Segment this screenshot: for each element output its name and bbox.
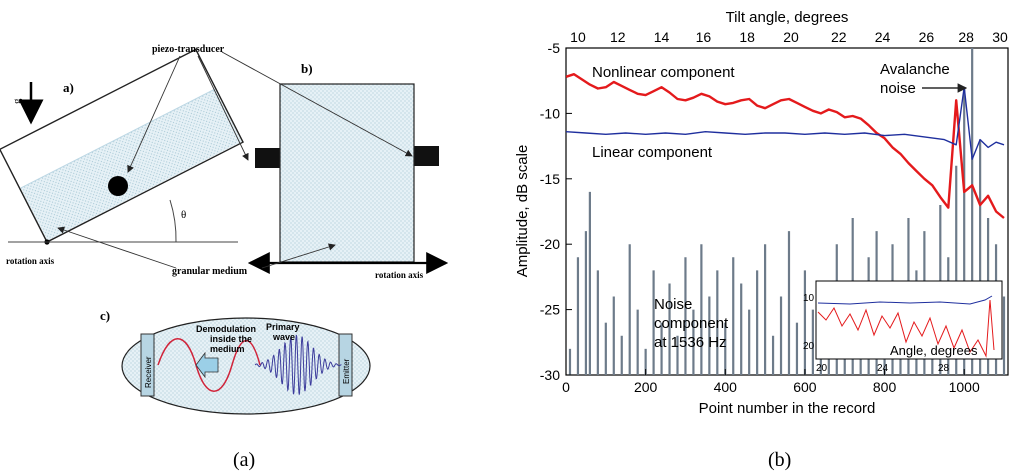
nonlinear-annotation: Nonlinear component <box>592 64 735 81</box>
inset-x-tick-20: 20 <box>816 363 828 374</box>
y-axis: -5 -10 -15 -20 -25 -30 <box>540 40 572 383</box>
demodulation-text-2: inside the <box>210 334 252 344</box>
chart-panel: Tilt angle, degrees 10 12 14 16 18 20 22 24 26 28… <box>514 9 1009 471</box>
granular-arrow-1 <box>57 226 177 269</box>
x-tick-label: 800 <box>873 379 897 395</box>
inset-linear-line <box>817 295 993 305</box>
top-tick-label: 16 <box>696 29 712 45</box>
inset-x-label: Angle, degrees <box>890 343 978 358</box>
nonlinear-series-line <box>566 72 1005 219</box>
top-tick-label: 12 <box>610 29 626 45</box>
rotation-axis-a-label: rotation axis <box>6 256 55 266</box>
y-tick-label: -5 <box>548 40 561 56</box>
caption-a: (a) <box>233 449 255 471</box>
primary-wave <box>254 334 342 395</box>
container-front <box>279 83 415 263</box>
label-a: a) <box>63 80 74 95</box>
receiver-label: Receiver <box>144 356 153 388</box>
top-axis: 10 12 14 16 18 20 22 24 26 28 30 <box>570 29 1008 54</box>
demodulated-wave <box>157 338 261 392</box>
y-tick-label: -30 <box>540 367 560 383</box>
primary-text-1: Primary <box>266 322 300 332</box>
piezo-arrow-2 <box>197 55 249 161</box>
inset-chart: 10 20 20 24 28 Angle, degrees <box>803 280 1003 374</box>
primary-text-2: wave <box>272 332 295 342</box>
demodulation-text-1: Demodulation <box>196 324 256 334</box>
piezo-arrow-3 <box>221 51 413 157</box>
linear-series-line <box>566 86 1005 160</box>
top-tick-label: 20 <box>783 29 799 45</box>
theta-label: θ <box>181 209 186 221</box>
demodulation-arrow <box>195 351 219 379</box>
piezo-right <box>414 146 439 166</box>
noise-annotation-1: Noise <box>654 296 692 313</box>
inset-x-tick-28: 28 <box>938 363 950 374</box>
y-axis-title: Amplitude, dB scale <box>514 145 531 278</box>
top-tick-label: 18 <box>739 29 755 45</box>
top-tick-label: 10 <box>570 29 586 45</box>
label-c: c) <box>100 308 110 323</box>
emitter-box <box>338 333 353 397</box>
piezo-arrow-1 <box>127 55 181 173</box>
top-tick-label: 28 <box>958 29 974 45</box>
inset-nonlinear-line <box>817 299 995 358</box>
y-tick-label: -25 <box>540 302 560 318</box>
granular-arrow-2 <box>261 243 336 269</box>
inset-y-tick-20: 20 <box>803 341 815 352</box>
noise-annotation-3: at 1536 Hz <box>654 334 727 351</box>
avalanche-annotation-1: Avalanche <box>880 61 950 78</box>
linear-annotation: Linear component <box>592 144 713 161</box>
noise-annotation-2: component <box>654 315 729 332</box>
top-tick-label: 22 <box>831 29 847 45</box>
gravity-label: g <box>11 98 23 104</box>
emitter-label: Emitter <box>342 358 351 384</box>
rotation-axis-b-label: rotation axis <box>375 270 424 280</box>
granular-medium-label: granular medium <box>172 266 248 277</box>
theta-arc <box>169 199 177 243</box>
y-tick-label: -10 <box>540 105 560 121</box>
inset-x-tick-24: 24 <box>877 363 889 374</box>
x-tick-label: 0 <box>562 379 570 395</box>
demodulation-text-3: medium <box>210 344 245 354</box>
piezo-left <box>255 148 280 168</box>
x-tick-label: 1000 <box>949 379 980 395</box>
avalanche-annotation-2: noise <box>880 80 916 97</box>
x-tick-label: 600 <box>793 379 817 395</box>
y-tick-label: -15 <box>540 171 560 187</box>
caption-b: (b) <box>768 449 791 471</box>
x-axis-title: Point number in the record <box>699 400 876 417</box>
top-tick-label: 30 <box>992 29 1008 45</box>
demodulation-diagram: Receiver Emitter Demodulation inside the… <box>121 317 371 415</box>
label-b: b) <box>301 61 313 76</box>
schematic-panel: g a) b) c) θ piezo-transducer rotation a… <box>0 44 449 471</box>
inset-frame <box>815 280 1003 360</box>
x-tick-label: 400 <box>714 379 738 395</box>
x-tick-label: 200 <box>634 379 658 395</box>
y-tick-label: -20 <box>540 236 560 252</box>
top-axis-title: Tilt angle, degrees <box>726 9 849 26</box>
top-tick-label: 26 <box>919 29 935 45</box>
top-tick-label: 14 <box>654 29 670 45</box>
receiver-box <box>140 333 155 397</box>
inset-y-tick-10: 10 <box>803 293 815 304</box>
spherical-particle <box>108 176 128 196</box>
tilted-container <box>0 48 244 243</box>
top-tick-label: 24 <box>875 29 891 45</box>
x-axis: 0 200 400 600 800 1000 <box>562 369 980 395</box>
piezo-transducer-label: piezo-transducer <box>152 44 225 55</box>
